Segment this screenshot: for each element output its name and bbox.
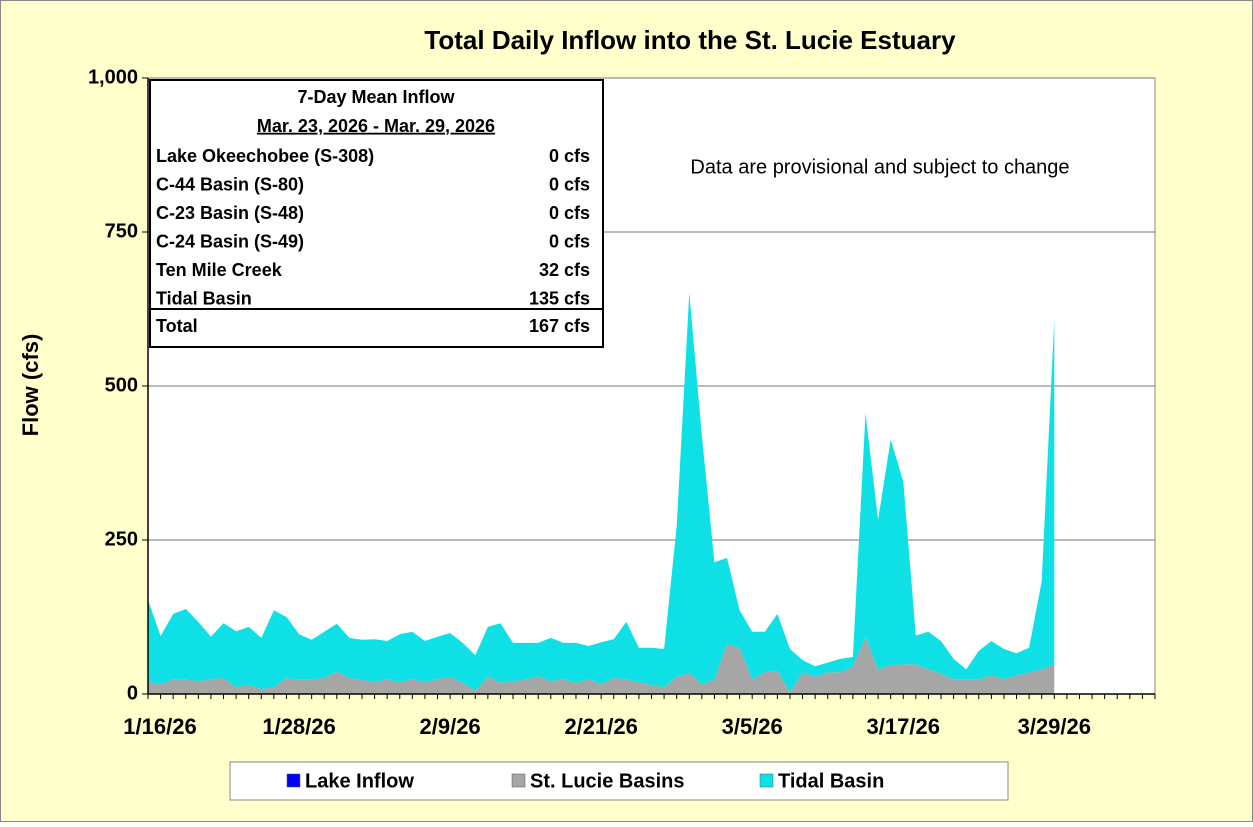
x-tick-label: 1/28/26: [262, 714, 335, 739]
legend-swatch: [286, 773, 301, 788]
summary-label: C-23 Basin (S-48): [156, 203, 304, 223]
x-tick-label: 2/21/26: [564, 714, 637, 739]
summary-value: 32 cfs: [539, 260, 590, 280]
legend: [229, 761, 1009, 801]
summary-value: 0 cfs: [549, 203, 590, 223]
y-axis-label: Flow (cfs): [18, 334, 43, 437]
x-tick-label: 3/29/26: [1018, 714, 1091, 739]
legend-label: St. Lucie Basins: [530, 770, 685, 792]
y-tick-label: 500: [105, 374, 138, 396]
y-tick-label: 750: [105, 220, 138, 242]
y-tick-label: 0: [127, 682, 138, 704]
summary-label: C-44 Basin (S-80): [156, 174, 304, 194]
summary-label: C-24 Basin (S-49): [156, 231, 304, 251]
y-tick-label: 250: [105, 528, 138, 550]
summary-label: Total: [156, 316, 198, 336]
plot: [142, 77, 1156, 699]
summary-value: 0 cfs: [549, 146, 590, 166]
x-tick-label: 2/9/26: [420, 714, 481, 739]
summary-label: Ten Mile Creek: [156, 260, 283, 280]
summary-value: 167 cfs: [529, 316, 590, 336]
summary-value: 0 cfs: [549, 174, 590, 194]
summary-period: Mar. 23, 2026 - Mar. 29, 2026: [257, 116, 495, 136]
legend-label: Lake Inflow: [305, 770, 414, 792]
summary-title: 7-Day Mean Inflow: [297, 87, 455, 107]
annotation: Data are provisional and subject to chan…: [690, 156, 1069, 178]
summary-label: Lake Okeechobee (S-308): [156, 146, 374, 166]
chart-title: Total Daily Inflow into the St. Lucie Es…: [424, 25, 956, 55]
y-tick-label: 1,000: [88, 66, 138, 88]
legend-swatch: [511, 773, 526, 788]
area: [148, 637, 1055, 694]
summary-label: Tidal Basin: [156, 288, 252, 308]
area: [148, 293, 1055, 693]
summary-value: 0 cfs: [549, 231, 590, 251]
legend-swatch: [759, 773, 774, 788]
x-tick-label: 3/5/26: [722, 714, 783, 739]
summary-box: 7-Day Mean Inflow Mar. 23, 2026 - Mar. 2…: [149, 79, 604, 348]
summary-value: 135 cfs: [529, 288, 590, 308]
x-tick-label: 1/16/26: [123, 714, 196, 739]
x-tick-label: 3/17/26: [867, 714, 940, 739]
summary-frame: [149, 79, 604, 348]
legend-label: Tidal Basin: [778, 770, 884, 792]
